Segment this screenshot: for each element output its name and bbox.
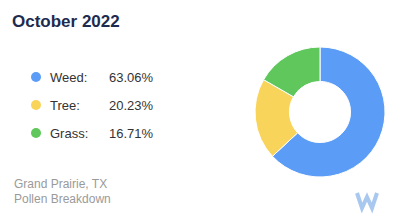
svg-text:63.06%: 63.06% — [109, 70, 154, 85]
svg-text:Grand Prairie, TX: Grand Prairie, TX — [14, 177, 107, 191]
svg-text:Weed:: Weed: — [50, 70, 87, 85]
svg-text:16.71%: 16.71% — [109, 126, 154, 141]
svg-text:October 2022: October 2022 — [12, 12, 120, 31]
svg-text:Pollen Breakdown: Pollen Breakdown — [14, 192, 111, 206]
svg-text:20.23%: 20.23% — [109, 98, 154, 113]
svg-text:Grass:: Grass: — [50, 126, 88, 141]
svg-text:Tree:: Tree: — [50, 98, 80, 113]
